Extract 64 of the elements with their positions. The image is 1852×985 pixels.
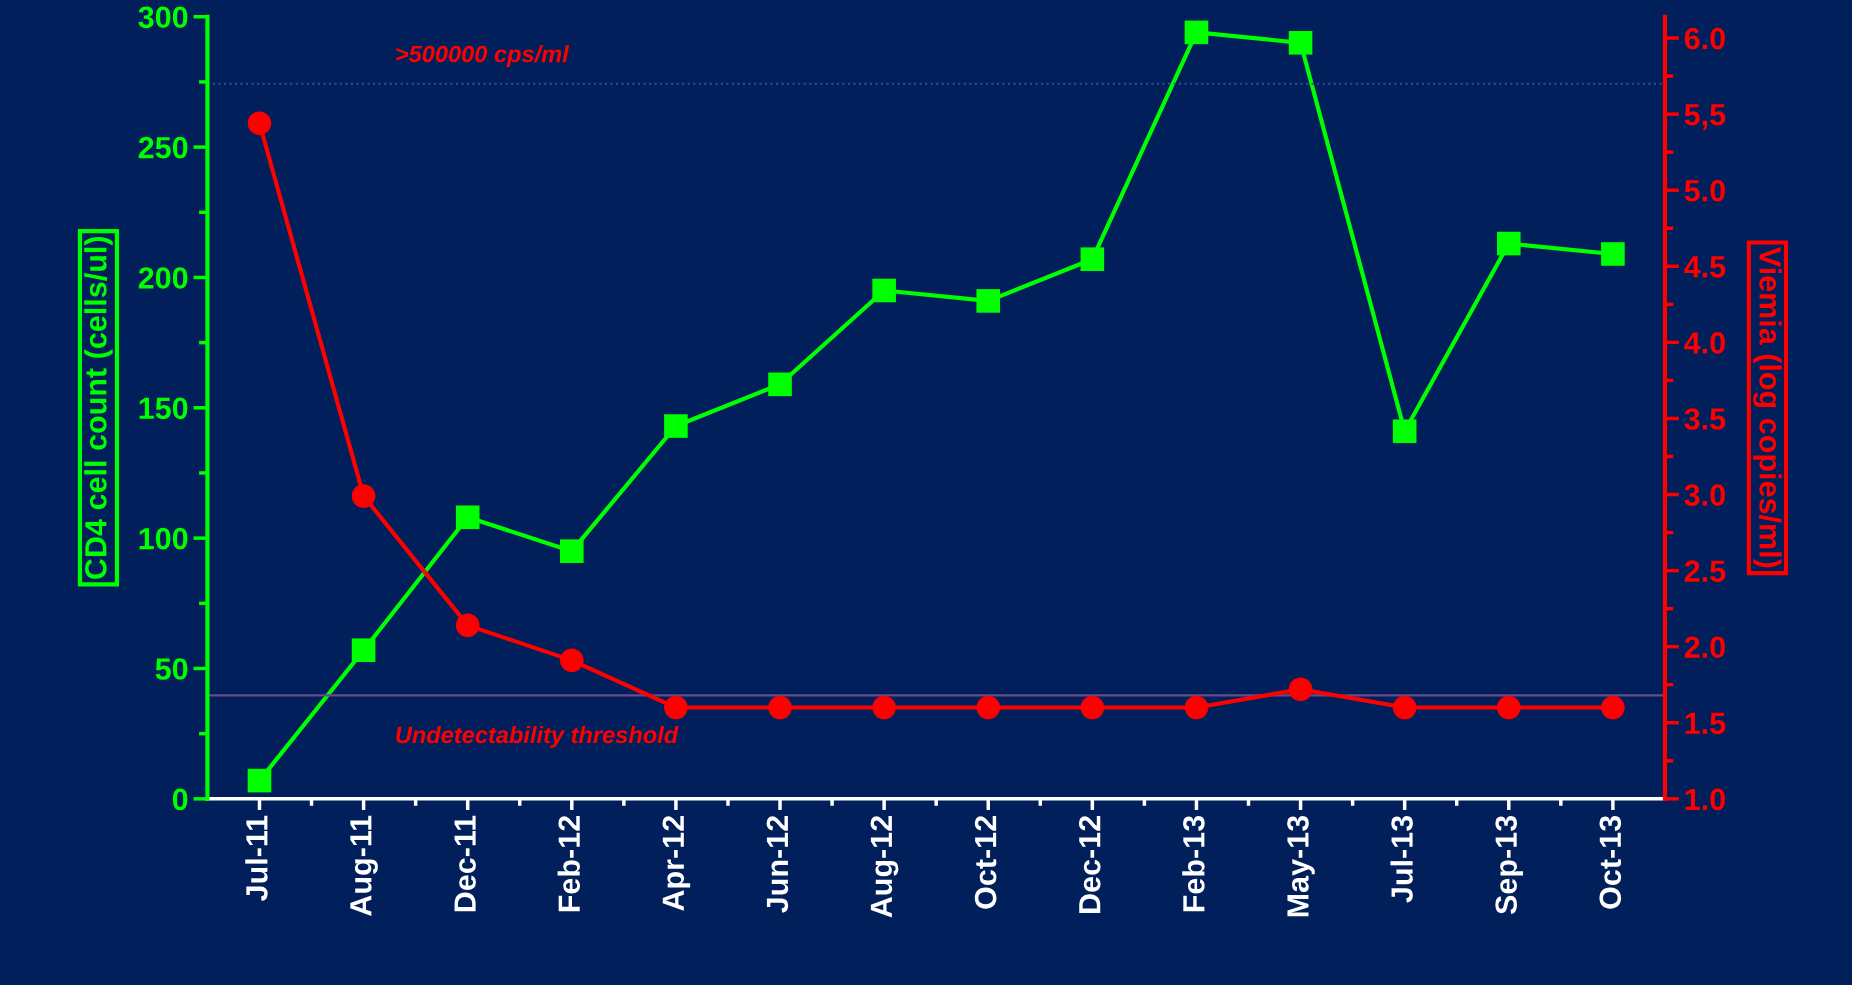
point <box>1496 695 1521 720</box>
x-tick-label: Feb-12 <box>557 816 581 912</box>
point <box>1601 695 1625 720</box>
x-tick-label: Apr-12 <box>662 816 691 911</box>
y2-tick-label: 1.5 <box>1685 712 1726 735</box>
x-tick-label: Aug-12 <box>870 816 899 918</box>
point <box>976 695 1001 720</box>
x-tick-label: Sep-13 <box>1495 815 1524 915</box>
point <box>560 648 584 673</box>
point <box>1288 31 1313 55</box>
y-tick-label: 300 <box>138 6 188 29</box>
point <box>664 695 688 720</box>
point <box>768 372 792 397</box>
y2-tick-label: 2.0 <box>1684 636 1725 659</box>
y2-tick-label: 5,5 <box>1684 104 1726 130</box>
y-tick-label: 200 <box>138 267 188 289</box>
point <box>455 613 480 638</box>
y-tick-label: 150 <box>139 397 188 420</box>
point <box>664 414 688 438</box>
y-axis-title: CD4 cell count (cells/ul) <box>84 236 113 579</box>
point <box>1288 677 1313 702</box>
point <box>351 638 376 663</box>
x-tick-label: Feb-13 <box>1182 815 1205 912</box>
y-tick-label: 250 <box>138 136 188 159</box>
y2-tick-label: 1.0 <box>1685 788 1725 811</box>
x-tick-label: Oct-13 <box>1599 815 1622 909</box>
point <box>872 695 896 720</box>
x-tick-label: May-13 <box>1287 815 1315 917</box>
point <box>1080 695 1105 720</box>
point <box>455 505 480 530</box>
point <box>1392 695 1417 720</box>
y2-axis-title: Viemia (log copies/ml) <box>1753 246 1782 568</box>
point <box>560 539 584 563</box>
x-tick-label: Oct-12 <box>974 816 997 909</box>
point <box>1184 20 1209 45</box>
point <box>1496 231 1521 256</box>
ref-line-label: Undetectability threshold <box>396 725 679 748</box>
ref-line-label: >500000 cps/ml <box>396 45 570 68</box>
point <box>1601 242 1625 266</box>
point <box>247 768 272 793</box>
point <box>351 484 376 508</box>
y2-tick-label: 6.0 <box>1684 27 1725 50</box>
y2-tick-label: 4.5 <box>1684 256 1726 278</box>
x-tick-label: Jun-12 <box>766 816 789 913</box>
y2-tick-label: 5.0 <box>1684 179 1725 202</box>
point <box>1392 419 1417 444</box>
x-tick-label: Aug-11 <box>350 815 378 916</box>
y2-tick-label: 3.0 <box>1684 484 1725 506</box>
y-tick-label: 50 <box>155 658 188 680</box>
point <box>768 695 792 720</box>
x-tick-label: Jul-13 <box>1390 815 1413 903</box>
x-tick-label: Dec-11 <box>454 815 476 912</box>
point <box>976 289 1001 313</box>
x-tick-label: Jul-11 <box>245 815 268 901</box>
y2-tick-label: 3.5 <box>1684 408 1726 430</box>
x-tick-label: Dec-12 <box>1078 816 1101 913</box>
y2-tick-label: 4.0 <box>1684 332 1725 354</box>
point <box>872 278 896 303</box>
point <box>247 111 272 136</box>
y-tick-label: 100 <box>139 527 188 550</box>
point <box>1184 695 1209 720</box>
y-tick-label: 0 <box>172 788 188 811</box>
point <box>1080 247 1105 271</box>
y2-tick-label: 2.5 <box>1684 560 1726 582</box>
